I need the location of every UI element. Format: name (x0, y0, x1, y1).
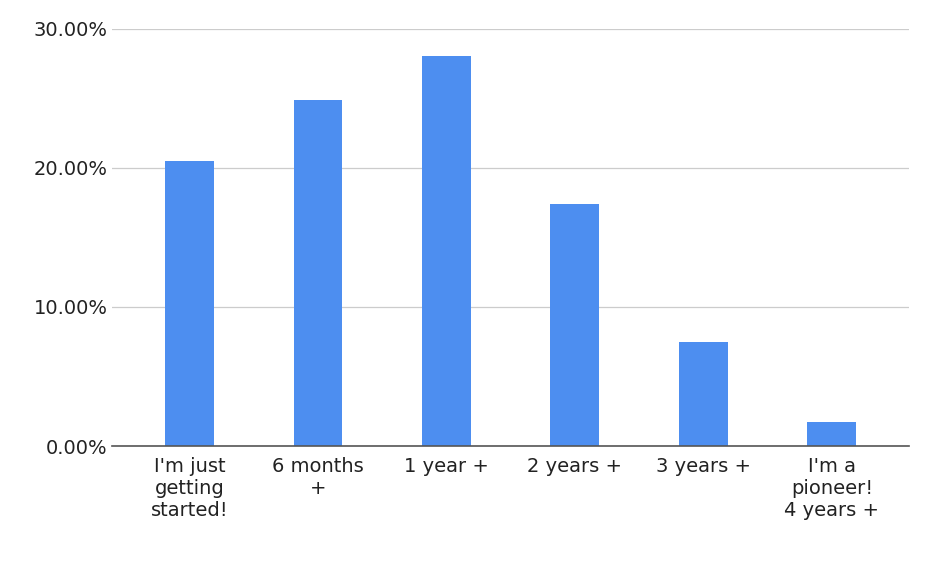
Bar (421, 57, 471, 446)
Bar (165, 161, 213, 446)
Bar (807, 423, 856, 446)
Bar (550, 204, 599, 446)
Bar (293, 100, 342, 446)
Bar (679, 342, 727, 446)
